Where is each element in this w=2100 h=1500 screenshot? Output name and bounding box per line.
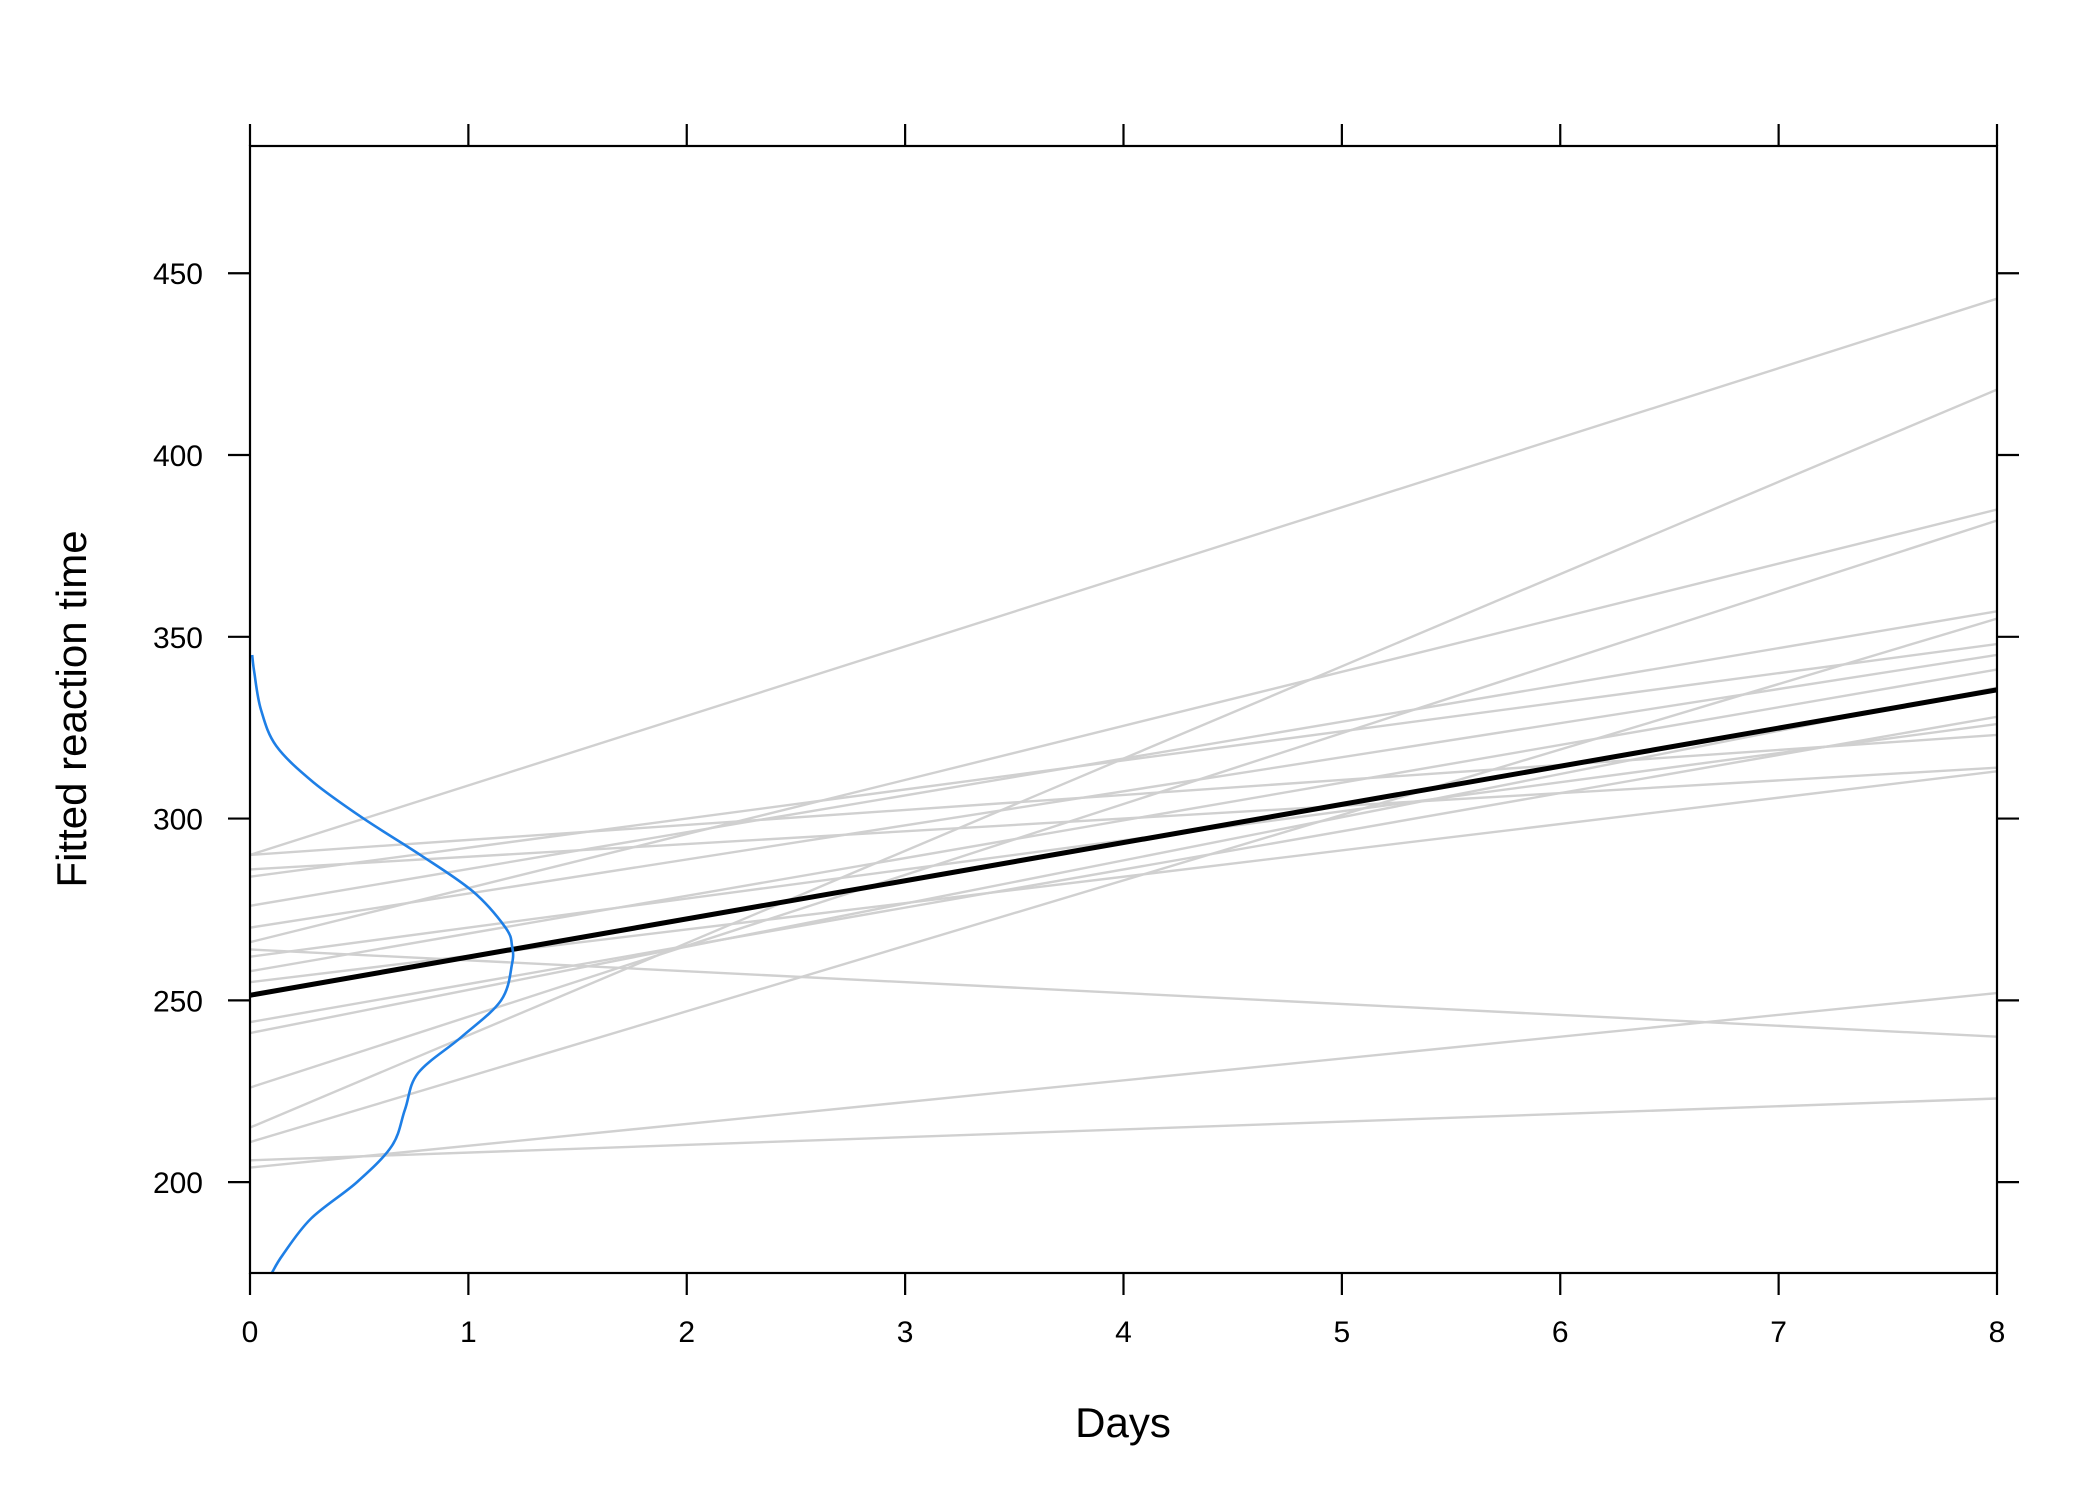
subject-line-5 xyxy=(250,610,1997,907)
subject-line-6 xyxy=(250,617,1997,1144)
y-tick-label: 300 xyxy=(153,804,203,837)
x-tick-label: 5 xyxy=(1334,1316,1351,1349)
y-tick-label: 350 xyxy=(153,622,203,655)
x-tick-label: 8 xyxy=(1989,1316,2006,1349)
subject-line-14 xyxy=(250,770,1997,984)
y-tick-label: 250 xyxy=(153,985,203,1018)
x-axis-title: Days xyxy=(1075,1399,1171,1446)
y-axis-title: Fitted reaction time xyxy=(48,530,95,887)
x-tick-label: 2 xyxy=(678,1316,695,1349)
subject-line-3 xyxy=(250,508,1997,944)
x-tick-label: 4 xyxy=(1115,1316,1132,1349)
population-line xyxy=(250,687,1997,998)
subject-line-1 xyxy=(250,297,1997,857)
y-tick-label: 400 xyxy=(153,440,203,473)
intercept-density-curve xyxy=(250,654,515,1273)
subject-line-7 xyxy=(250,642,1997,878)
y-tick-label: 450 xyxy=(153,258,203,291)
series-layer xyxy=(250,297,1997,1273)
subject-line-18 xyxy=(250,1097,1997,1162)
x-tick-label: 6 xyxy=(1552,1316,1569,1349)
subject-line-10 xyxy=(250,686,1997,1035)
subject-line-11 xyxy=(250,715,1997,1024)
y-tick-label: 200 xyxy=(153,1167,203,1200)
subject-line-13 xyxy=(250,733,1997,857)
subject-line-15 xyxy=(250,766,1997,871)
x-tick-label: 7 xyxy=(1770,1316,1787,1349)
plot-frame xyxy=(248,144,1999,1275)
x-tick-label: 3 xyxy=(897,1316,914,1349)
subject-line-9 xyxy=(250,668,1997,973)
x-tick-label: 1 xyxy=(460,1316,477,1349)
subject-line-4 xyxy=(250,519,1997,1089)
subject-line-17 xyxy=(250,991,1997,1169)
axis-layer: 0 1 2 3 4 5 6 7 8 200 250 300 350 400 450 xyxy=(153,124,2019,1349)
subject-line-8 xyxy=(250,653,1997,929)
x-tick-label: 0 xyxy=(242,1316,259,1349)
